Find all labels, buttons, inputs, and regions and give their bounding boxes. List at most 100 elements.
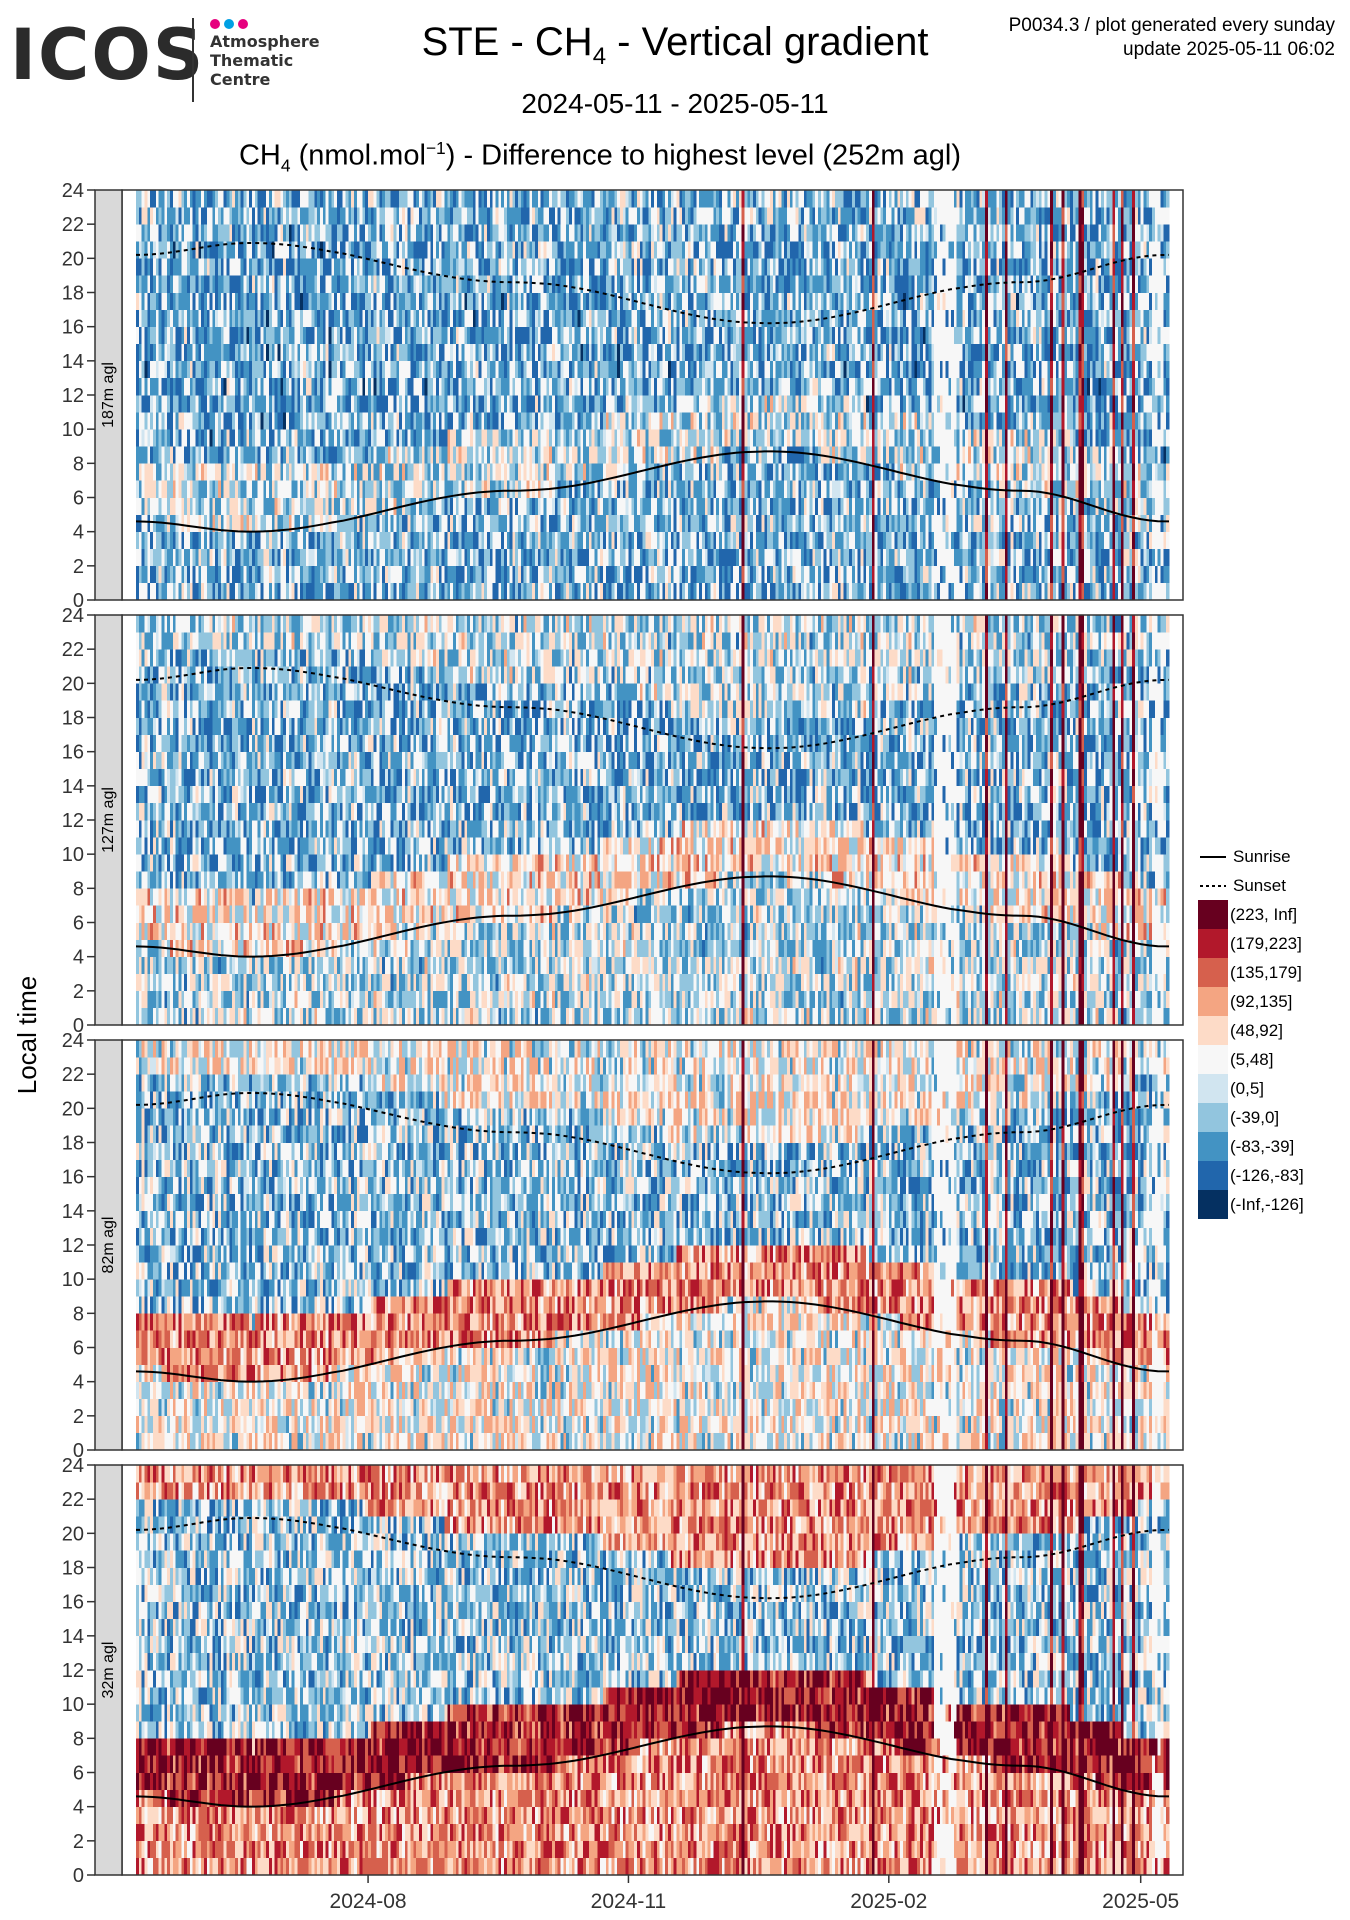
heat-cell	[193, 344, 196, 361]
heat-cell	[224, 566, 227, 583]
heat-cell	[144, 566, 147, 583]
heatmap-plot: Local time187m agl0246810121416182022241…	[0, 0, 1350, 1920]
heat-cell	[178, 446, 181, 463]
heat-cell	[224, 463, 227, 480]
heat-cell	[178, 293, 181, 310]
heat-cell	[178, 412, 181, 429]
heat-cell	[238, 327, 241, 344]
heat-cell	[193, 361, 196, 378]
heat-cell	[249, 566, 252, 583]
heat-cell	[235, 258, 238, 275]
heat-cell	[218, 293, 221, 310]
heat-cell	[204, 446, 207, 463]
heat-cell	[215, 327, 218, 344]
heat-cell	[139, 549, 142, 566]
heat-cell	[150, 344, 153, 361]
heat-cell	[167, 395, 170, 412]
heat-cell	[210, 480, 213, 497]
heat-cell	[207, 446, 210, 463]
heat-cell	[249, 412, 252, 429]
heat-cell	[150, 361, 153, 378]
heat-cell	[212, 207, 215, 224]
heat-cell	[249, 395, 252, 412]
heat-cell	[181, 207, 184, 224]
heat-cell	[198, 429, 201, 446]
heat-cell	[241, 395, 244, 412]
heat-cell	[232, 583, 235, 600]
heat-cell	[246, 344, 249, 361]
heat-cell	[244, 412, 247, 429]
heat-cell	[221, 275, 224, 292]
heat-cell	[144, 310, 147, 327]
heat-cell	[184, 515, 187, 532]
heat-cell	[170, 275, 173, 292]
heat-cell	[201, 378, 204, 395]
heat-cell	[159, 583, 162, 600]
heat-cell	[227, 361, 230, 378]
heat-cell	[212, 480, 215, 497]
heat-cell	[193, 498, 196, 515]
heat-cell	[198, 378, 201, 395]
heat-cell	[161, 275, 164, 292]
heat-cell	[218, 429, 221, 446]
heat-cell	[136, 429, 139, 446]
heat-cell	[139, 583, 142, 600]
heat-cell	[218, 463, 221, 480]
heat-cell	[161, 566, 164, 583]
heat-cell	[212, 258, 215, 275]
heat-cell	[187, 480, 190, 497]
heat-cell	[167, 344, 170, 361]
heat-cell	[238, 583, 241, 600]
heat-cell	[142, 327, 145, 344]
heat-cell	[156, 275, 159, 292]
heat-cell	[181, 549, 184, 566]
heat-cell	[241, 515, 244, 532]
heat-cell	[144, 412, 147, 429]
heat-cell	[178, 549, 181, 566]
heat-cell	[150, 583, 153, 600]
heat-cell	[139, 498, 142, 515]
heat-cell	[190, 395, 193, 412]
heat-cell	[147, 395, 150, 412]
heat-cell	[184, 258, 187, 275]
heat-cell	[170, 293, 173, 310]
heat-cell	[161, 207, 164, 224]
heat-cell	[161, 190, 164, 207]
heat-cell	[142, 378, 145, 395]
heat-cell	[156, 566, 159, 583]
heat-cell	[167, 463, 170, 480]
heat-cell	[235, 275, 238, 292]
heat-cell	[153, 190, 156, 207]
heat-cell	[238, 224, 241, 241]
heat-cell	[176, 446, 179, 463]
heat-cell	[212, 378, 215, 395]
heat-cell	[178, 327, 181, 344]
heat-cell	[136, 190, 139, 207]
heat-cell	[224, 532, 227, 549]
heat-cell	[139, 378, 142, 395]
heat-cell	[249, 532, 252, 549]
heat-cell	[235, 463, 238, 480]
heat-cell	[150, 515, 153, 532]
heat-cell	[167, 327, 170, 344]
heat-cell	[229, 378, 232, 395]
heat-cell	[212, 463, 215, 480]
heat-cell	[193, 463, 196, 480]
heat-cell	[184, 207, 187, 224]
heat-cell	[210, 361, 213, 378]
heat-cell	[147, 241, 150, 258]
heat-cell	[147, 498, 150, 515]
heat-cell	[176, 583, 179, 600]
heat-cell	[215, 549, 218, 566]
heat-cell	[136, 327, 139, 344]
heat-cell	[198, 446, 201, 463]
heat-cell	[136, 446, 139, 463]
heat-cell	[232, 515, 235, 532]
heat-cell	[176, 412, 179, 429]
heat-cell	[153, 480, 156, 497]
heat-cell	[164, 532, 167, 549]
heat-cell	[147, 463, 150, 480]
heat-cell	[204, 412, 207, 429]
heat-cell	[210, 395, 213, 412]
heat-cell	[224, 515, 227, 532]
